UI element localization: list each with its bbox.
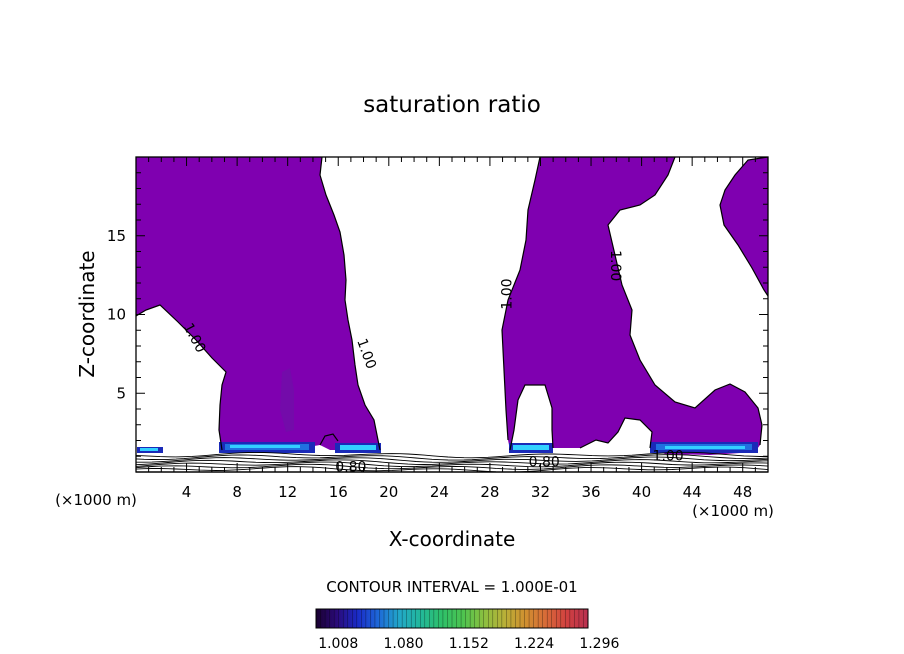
colorbar-labels: 1.008 1.080 1.152 1.224 1.296 [318,636,619,652]
surface-contour [136,463,768,470]
x-axis-label: X-coordinate [389,527,516,551]
contour-label: 1.00 [653,448,684,464]
surface-contour-lines [136,451,768,472]
x-tick-label: 48 [733,483,752,501]
contour-label: 1.00 [500,278,516,309]
contour-label: 0.80 [335,459,366,475]
x-tick-label: 8 [232,483,242,501]
x-tick-label: 20 [379,483,398,501]
x-tick-label: 16 [329,483,348,501]
y-axis-label: Z-coordinate [75,250,99,377]
supersat-region-left [136,157,380,452]
colorbar-tick-label: 1.152 [449,636,489,652]
y-tick-label: 5 [116,384,126,402]
x-tick-label: 28 [480,483,499,501]
surface-contour [136,459,768,466]
surface-contour [136,461,768,468]
plot-area: 1.00 1.001.001.000.80 0.80 1.00 [136,157,768,475]
colorbar-stripes [320,609,584,628]
y-tick-label: 10 [107,306,126,324]
x-tick-label: 32 [531,483,550,501]
x-tick-label: 40 [632,483,651,501]
contour-interval-text: CONTOUR INTERVAL = 1.000E-01 [326,578,577,596]
surface-contour [136,454,768,461]
surface-contour [136,456,768,463]
colorbar-tick-label: 1.224 [514,636,554,652]
contour-label: 0.80 [529,455,560,471]
y-axis: 5 10 15 [107,172,768,457]
unity-contour-outlines [136,157,768,451]
contour-label: 1.00 [607,250,623,281]
colorbar: 1.008 1.080 1.152 1.224 1.296 [315,608,619,652]
inner-core [280,368,294,432]
supersat-region-right [720,157,768,296]
colorbar-tick-label: 1.008 [318,636,358,652]
colorbar-tick-label: 1.296 [579,636,619,652]
x-tick-label: 36 [581,483,600,501]
high-saturation-band [137,442,758,453]
colorbar-tick-label: 1.080 [383,636,423,652]
supersat-region-middle [502,157,762,455]
x-unit-left: (×1000 m) [55,491,137,509]
x-tick-label: 12 [278,483,297,501]
x-axis: 4 8 12 16 20 24 28 32 36 40 44 48 [136,157,768,501]
surface-contour [136,451,768,459]
y-tick-label: 15 [107,227,126,245]
x-tick-label: 44 [683,483,702,501]
x-unit-right: (×1000 m) [692,502,774,520]
chart-title: saturation ratio [363,92,541,118]
x-tick-label: 4 [182,483,192,501]
x-tick-label: 24 [430,483,449,501]
